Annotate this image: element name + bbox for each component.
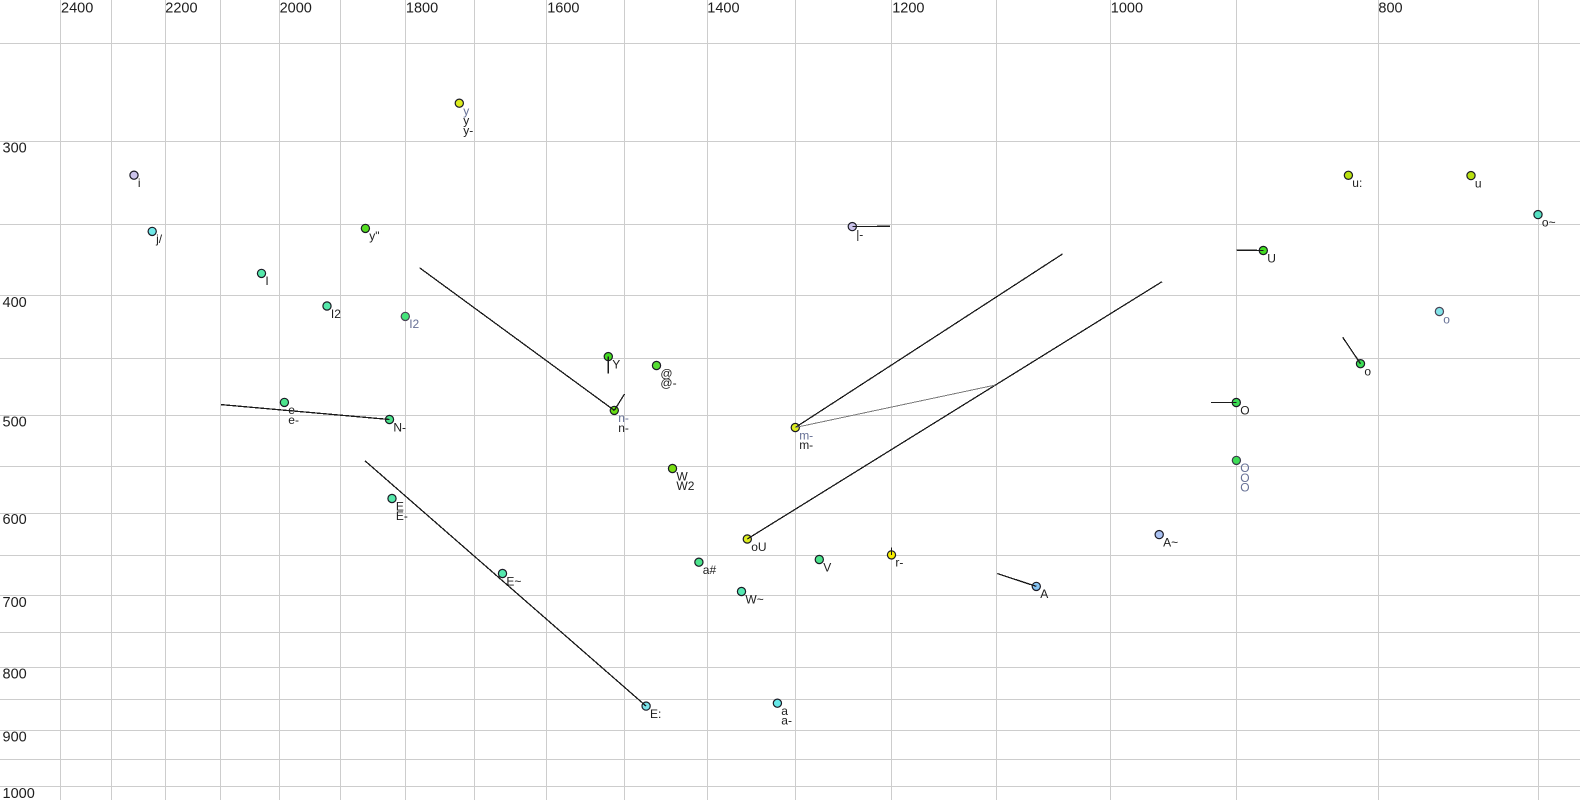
svg-text:o: o [1364,365,1371,379]
svg-text:i: i [138,176,141,190]
svg-text:y-: y- [463,123,473,137]
svg-text:W2: W2 [676,479,694,493]
svg-text:a-: a- [781,714,792,728]
svg-text:y": y" [369,229,379,243]
svg-text:1400: 1400 [707,0,739,16]
svg-text:E-: E- [396,509,408,523]
svg-text:600: 600 [3,512,27,528]
svg-text:900: 900 [3,730,27,746]
svg-text:800: 800 [1378,0,1402,16]
svg-text:e-: e- [288,413,299,427]
svg-text:I: I [265,274,268,288]
svg-text:E:: E: [650,707,661,721]
svg-text:r-: r- [895,556,903,570]
svg-text:1000: 1000 [3,786,35,800]
svg-text:2400: 2400 [61,0,93,16]
svg-text:N-: N- [393,420,406,434]
svg-text:500: 500 [3,414,27,430]
svg-text:400: 400 [3,295,27,311]
svg-text:o~: o~ [1542,215,1556,229]
svg-text:W~: W~ [745,592,763,606]
svg-text:U: U [1267,251,1276,265]
svg-text:I2: I2 [331,307,341,321]
svg-text:oU: oU [751,540,766,554]
svg-text:@-: @- [660,376,676,390]
svg-text:E~: E~ [506,574,521,588]
svg-text:a#: a# [703,563,717,577]
svg-text:m-: m- [799,438,813,452]
svg-text:V: V [823,560,831,574]
svg-text:I2: I2 [409,317,419,331]
svg-text:u:: u: [1352,176,1362,190]
svg-text:O: O [1240,481,1249,495]
svg-text:1200: 1200 [892,0,924,16]
svg-text:800: 800 [3,666,27,682]
svg-text:A: A [1040,587,1048,601]
svg-text:n-: n- [618,421,629,435]
svg-text:700: 700 [3,595,27,611]
svg-text:O: O [1240,403,1249,417]
svg-text:2200: 2200 [165,0,197,16]
svg-text:u: u [1475,176,1482,190]
svg-text:1800: 1800 [406,0,438,16]
svg-text:1600: 1600 [547,0,579,16]
svg-text:1000: 1000 [1111,0,1143,16]
svg-text:o: o [1443,312,1450,326]
svg-text:2000: 2000 [280,0,312,16]
svg-text:300: 300 [3,141,27,157]
svg-text:A~: A~ [1163,535,1178,549]
svg-text:|-: |- [856,227,863,241]
svg-text:j/: j/ [155,232,163,246]
svg-text:Y: Y [612,357,620,371]
